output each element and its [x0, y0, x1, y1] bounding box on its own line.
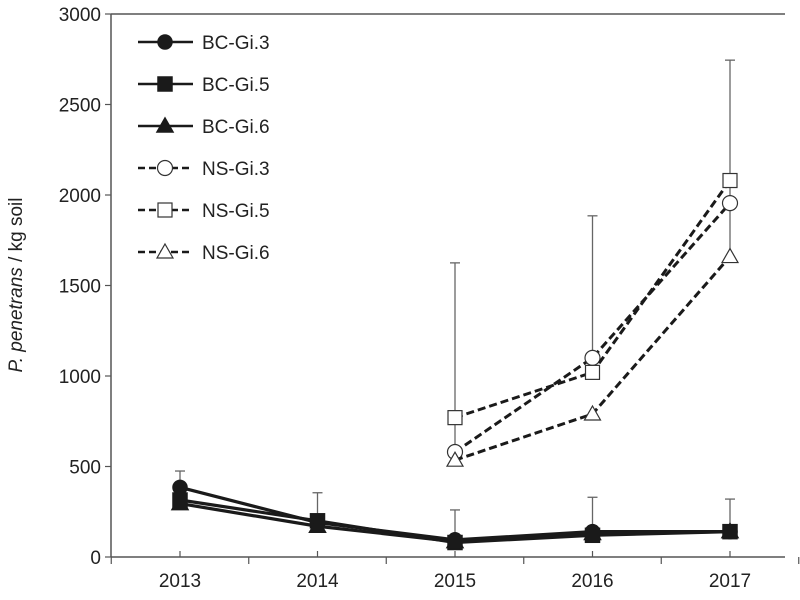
legend-marker [155, 116, 175, 133]
legend-item: NS-Gi.6 [138, 242, 270, 264]
y-axis-label-unit: / kg soil [6, 198, 27, 268]
legend-item: NS-Gi.5 [138, 201, 270, 222]
data-point [172, 479, 188, 496]
legend-item: BC-Gi.6 [138, 116, 270, 138]
legend-marker [156, 159, 174, 177]
y-tick-label: 1500 [59, 277, 101, 298]
x-tick-label: 2016 [571, 571, 613, 592]
data-point [584, 349, 601, 366]
legend-marker [155, 242, 175, 259]
y-tick-label: 500 [69, 458, 101, 479]
data-point [583, 404, 602, 421]
axes: 0 500 1000 1500 2000 2500 3000 2013 2014 2015 2016… [59, 5, 800, 592]
y-axis-label: P. penetrans / kg soil [6, 198, 27, 373]
data-point [584, 364, 601, 380]
y-tick-label: 0 [90, 548, 101, 569]
y-tick-label: 3000 [59, 5, 101, 26]
data-point [170, 494, 190, 511]
series-ns-gi6 [445, 247, 740, 467]
x-tick-label: 2014 [296, 571, 339, 592]
legend-label: BC-Gi.6 [202, 117, 270, 138]
legend-label: NS-Gi.6 [202, 243, 270, 264]
series-ns-gi5 [447, 172, 738, 426]
data-point [308, 516, 327, 533]
y-axis-label-species: P. penetrans [6, 267, 27, 373]
y-tick-label: 2500 [59, 96, 101, 117]
y-tick-label: 2000 [59, 186, 101, 207]
data-point [720, 247, 740, 264]
x-tick-label: 2013 [159, 571, 201, 592]
data-point [583, 523, 602, 541]
legend-label: BC-Gi.3 [202, 33, 270, 54]
data-point [721, 195, 739, 212]
legend: BC-Gi.3 BC-Gi.5 BC-Gi.6 NS-Gi.3 NS-Gi.5 NS-Gi… [138, 33, 270, 264]
legend-item: BC-Gi.5 [138, 75, 270, 96]
x-tick-label: 2017 [709, 571, 751, 592]
data-point [447, 410, 463, 426]
legend-label: NS-Gi.5 [202, 201, 270, 222]
legend-marker [157, 34, 173, 50]
series-bc-gi6 [170, 494, 740, 549]
legend-label: NS-Gi.3 [202, 159, 270, 180]
data-point [445, 450, 465, 467]
data-point [445, 532, 465, 549]
legend-marker [157, 76, 173, 92]
y-tick-label: 1000 [59, 367, 101, 388]
legend-item: NS-Gi.3 [138, 159, 270, 180]
legend-marker [157, 202, 173, 218]
data-point [720, 522, 740, 539]
legend-item: BC-Gi.3 [138, 33, 270, 54]
data-point [722, 172, 738, 189]
series-group [170, 172, 740, 551]
series-line [454, 202, 732, 454]
x-tick-label: 2015 [434, 571, 476, 592]
legend-label: BC-Gi.5 [202, 75, 270, 96]
